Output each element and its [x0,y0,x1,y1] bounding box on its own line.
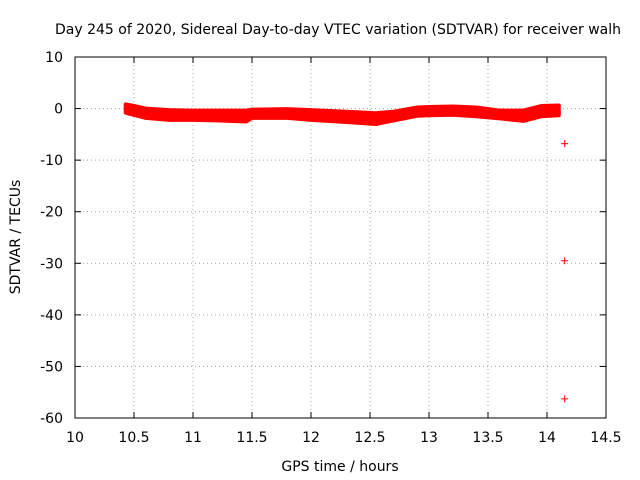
x-tick-label: 10 [66,430,84,446]
x-tick-label: 12.5 [354,430,385,446]
y-tick-label: -10 [40,153,63,169]
y-tick-label: -60 [40,411,63,427]
y-axis-label: SDTVAR / TECUs [8,180,24,295]
x-tick-label: 13.5 [472,430,503,446]
x-tick-label: 10.5 [118,430,149,446]
data-point [561,395,569,403]
data-point-band [123,102,561,126]
plot-frame [74,56,607,419]
x-tick-label: 11.5 [236,430,267,446]
y-tick-label: -20 [40,205,63,221]
x-axis-label: GPS time / hours [281,459,398,475]
x-tick-label: 13 [420,430,438,446]
x-tick-label: 14 [538,430,556,446]
data-point [561,140,569,148]
axis-ticks: 10 10.5 11 11.5 12 12.5 13 13.5 14 14.5 10 0 -10 -20 -… [40,50,621,446]
chart-title: Day 245 of 2020, Sidereal Day-to-day VTE… [55,22,621,38]
x-tick-label: 12 [302,430,320,446]
y-tick-label: 10 [45,50,63,66]
data-series [123,102,569,403]
data-point [561,257,569,265]
x-tick-label: 11 [184,430,202,446]
y-tick-label: -40 [40,308,63,324]
y-tick-label: 0 [54,102,63,118]
x-tick-label: 14.5 [590,430,621,446]
y-tick-label: -30 [40,256,63,272]
y-tick-label: -50 [40,359,63,375]
